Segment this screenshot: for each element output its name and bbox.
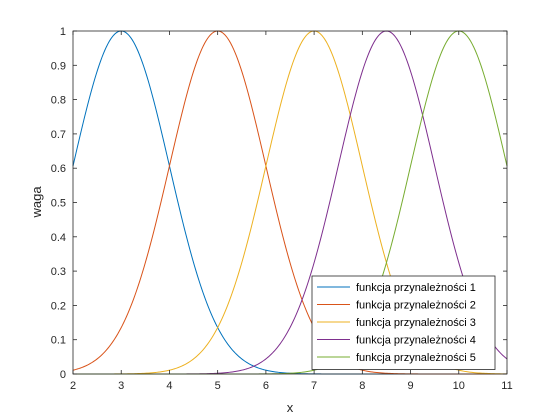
x-tick-label: 11 — [501, 380, 512, 392]
x-tick-label: 9 — [407, 380, 413, 392]
y-tick-label: 0.3 — [51, 266, 66, 278]
y-tick-label: 0.7 — [51, 129, 66, 141]
y-tick-label: 0 — [60, 369, 66, 381]
y-tick-label: 0.2 — [51, 300, 66, 312]
legend: funkcja przynależności 1 funkcja przynale… — [312, 276, 495, 370]
legend-label-1: funkcja przynależności 1 — [356, 282, 476, 294]
y-tick-label: 0.6 — [51, 163, 66, 175]
x-tick-label: 7 — [311, 380, 317, 392]
y-tick-label: 0.8 — [51, 95, 66, 107]
y-axis-label: waga — [29, 186, 44, 219]
legend-label-2: funkcja przynależności 2 — [356, 300, 476, 312]
y-tick-label: 1 — [60, 26, 66, 38]
x-tick-label: 4 — [166, 380, 172, 392]
x-tick-label: 8 — [359, 380, 365, 392]
x-tick-label: 5 — [215, 380, 221, 392]
y-tick-label: 0.9 — [51, 60, 66, 72]
y-tick-label: 0.5 — [51, 198, 66, 210]
legend-label-4: funkcja przynależności 4 — [356, 335, 476, 347]
y-tick-label: 0.1 — [51, 335, 66, 347]
x-tick-label: 6 — [263, 380, 269, 392]
x-tick-label: 2 — [70, 380, 76, 392]
legend-label-3: funkcja przynależności 3 — [356, 317, 476, 329]
x-tick-label: 3 — [118, 380, 124, 392]
y-tick-label: 0.4 — [51, 232, 66, 244]
x-axis-label: x — [287, 400, 294, 415]
x-tick-label: 10 — [453, 380, 465, 392]
legend-label-5: funkcja przynależności 5 — [356, 352, 476, 364]
